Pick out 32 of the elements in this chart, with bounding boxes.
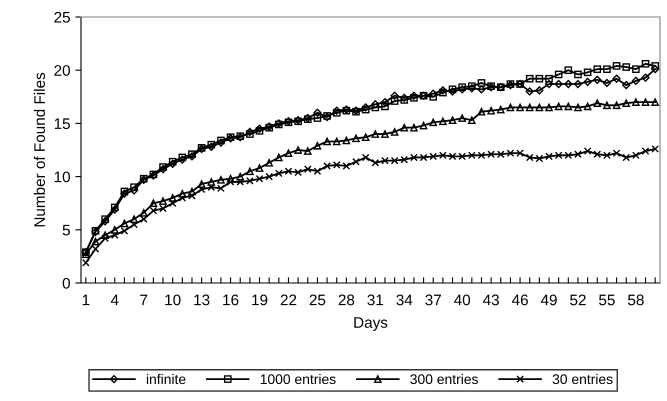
- legend-label: 300 entries: [410, 374, 478, 384]
- x-tick-label: 4: [110, 294, 119, 306]
- y-tick-label: 25: [54, 12, 70, 23]
- x-tick-label: 49: [540, 294, 557, 306]
- x-tick-label: 52: [570, 294, 586, 306]
- x-tick-label: 25: [310, 294, 326, 306]
- x-tick-label: 22: [280, 294, 296, 306]
- x-tick-label: 28: [338, 294, 354, 306]
- y-tick-label: 10: [54, 171, 70, 182]
- x-tick-label: 55: [599, 294, 615, 306]
- x-tick-label: 34: [396, 294, 412, 306]
- y-tick-label: 20: [54, 65, 70, 76]
- x-axis-title: Days: [354, 317, 388, 331]
- x-tick-label: 16: [223, 294, 238, 306]
- x-tick-label: 7: [140, 294, 148, 306]
- x-tick-label: 19: [252, 294, 268, 306]
- x-tick-label: 10: [165, 294, 181, 306]
- x-tick-label: 58: [628, 294, 644, 306]
- x-tick-label: 43: [482, 294, 499, 306]
- y-tick-label: 15: [54, 118, 70, 130]
- legend-label: infinite: [146, 374, 186, 384]
- legend-label: 1000 entries: [260, 374, 336, 384]
- y-tick-label: 5: [62, 224, 70, 236]
- x-tick-label: 37: [425, 294, 441, 306]
- x-tick-label: 46: [512, 294, 528, 306]
- x-tick-label: 40: [454, 294, 470, 306]
- x-tick-label: 1: [82, 294, 90, 306]
- x-tick-label: 31: [367, 294, 384, 306]
- legend-label: 30 entries: [552, 374, 613, 384]
- x-tick-label: 13: [194, 294, 210, 306]
- y-tick-label: 0: [62, 278, 70, 289]
- y-axis-title: Number of Found Files: [34, 72, 46, 226]
